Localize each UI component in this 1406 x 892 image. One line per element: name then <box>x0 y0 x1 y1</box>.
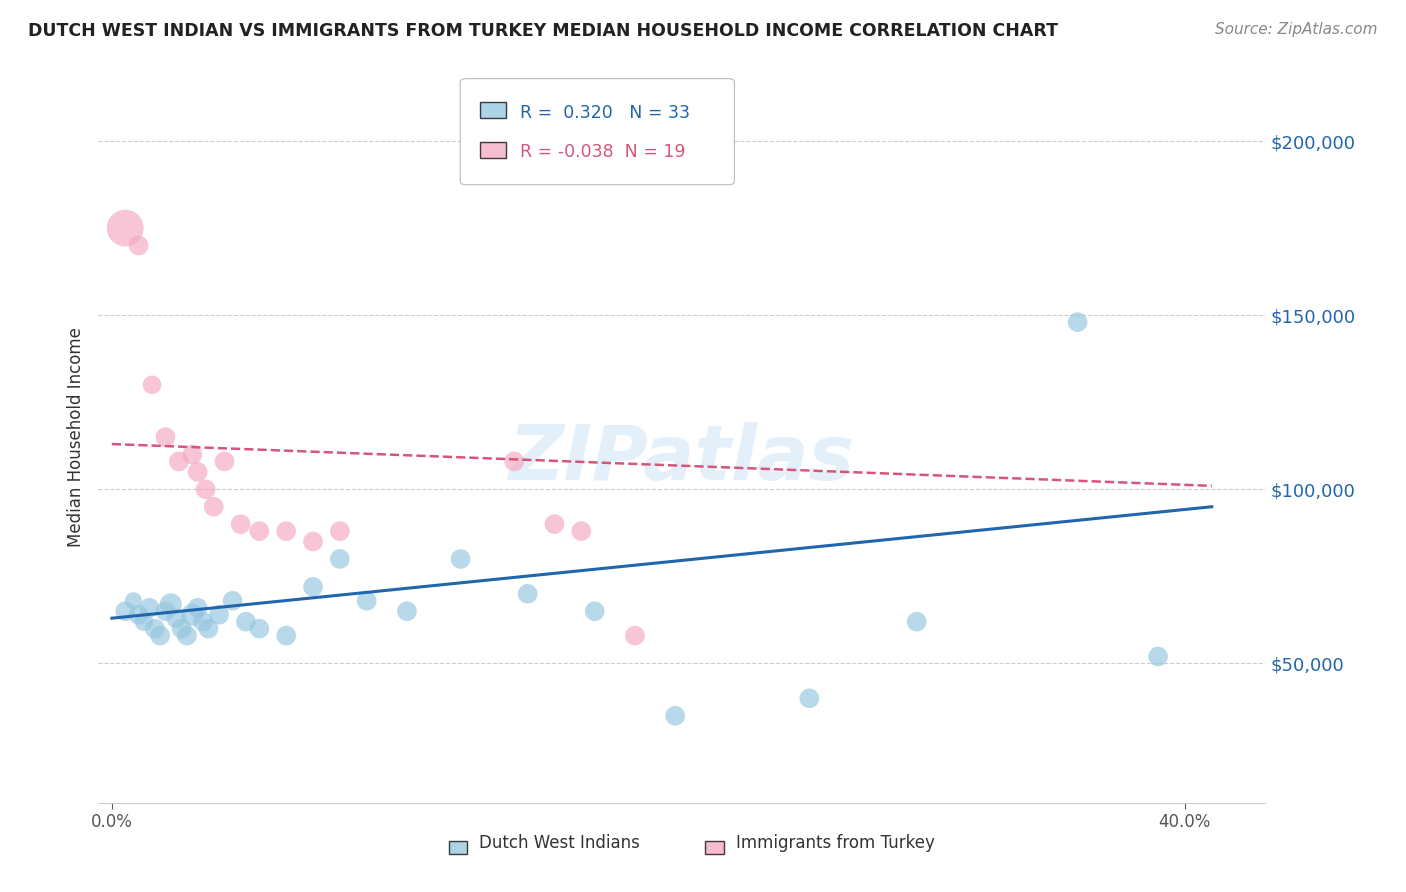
Point <box>167 454 190 468</box>
Point <box>214 454 236 468</box>
Point <box>503 454 526 468</box>
Text: R =  0.320   N = 33: R = 0.320 N = 33 <box>520 103 690 121</box>
FancyBboxPatch shape <box>479 102 506 118</box>
Point <box>302 580 325 594</box>
Point <box>143 622 166 636</box>
Point <box>583 604 606 618</box>
Point <box>799 691 821 706</box>
Point <box>395 604 418 618</box>
Point <box>302 534 325 549</box>
Point <box>155 604 177 618</box>
Point <box>114 221 136 235</box>
Point <box>197 622 219 636</box>
Text: ZIPatlas: ZIPatlas <box>509 422 855 496</box>
Point <box>247 622 270 636</box>
FancyBboxPatch shape <box>449 841 467 854</box>
Point <box>1147 649 1170 664</box>
Point <box>128 238 150 252</box>
Text: Immigrants from Turkey: Immigrants from Turkey <box>735 834 935 852</box>
Y-axis label: Median Household Income: Median Household Income <box>66 327 84 547</box>
Text: DUTCH WEST INDIAN VS IMMIGRANTS FROM TURKEY MEDIAN HOUSEHOLD INCOME CORRELATION : DUTCH WEST INDIAN VS IMMIGRANTS FROM TUR… <box>28 22 1059 40</box>
Point <box>624 629 647 643</box>
Point <box>450 552 472 566</box>
FancyBboxPatch shape <box>479 142 506 158</box>
Point <box>247 524 270 538</box>
Point <box>229 517 252 532</box>
Point <box>149 629 172 643</box>
Point <box>569 524 592 538</box>
Point <box>516 587 538 601</box>
Point <box>329 552 352 566</box>
Point <box>329 524 352 538</box>
Point <box>664 708 686 723</box>
Point <box>122 594 145 608</box>
FancyBboxPatch shape <box>706 841 724 854</box>
Point <box>356 594 378 608</box>
Point <box>194 483 217 497</box>
Point <box>114 604 136 618</box>
Text: Source: ZipAtlas.com: Source: ZipAtlas.com <box>1215 22 1378 37</box>
Point <box>181 607 204 622</box>
Point <box>208 607 231 622</box>
Point <box>191 615 214 629</box>
Point <box>235 615 257 629</box>
Point <box>276 524 298 538</box>
Point <box>543 517 565 532</box>
Point <box>165 611 187 625</box>
Point <box>905 615 928 629</box>
Point <box>221 594 243 608</box>
Point <box>155 430 177 444</box>
Point <box>202 500 225 514</box>
Text: Dutch West Indians: Dutch West Indians <box>479 834 640 852</box>
FancyBboxPatch shape <box>460 78 734 185</box>
Point <box>181 448 204 462</box>
Point <box>276 629 298 643</box>
Point <box>187 600 209 615</box>
Text: R = -0.038  N = 19: R = -0.038 N = 19 <box>520 143 685 161</box>
Point <box>170 622 193 636</box>
Point <box>141 377 163 392</box>
Point <box>176 629 198 643</box>
Point <box>132 615 155 629</box>
Point <box>138 600 160 615</box>
Point <box>1066 315 1088 329</box>
Point <box>187 465 209 479</box>
Point <box>128 607 150 622</box>
Point <box>160 597 183 611</box>
